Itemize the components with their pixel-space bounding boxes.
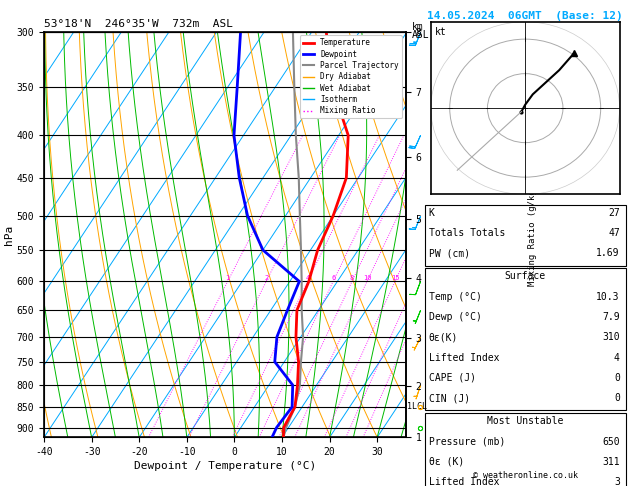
Text: 1.69: 1.69 — [596, 248, 620, 258]
Text: 47: 47 — [608, 228, 620, 238]
Text: ASL: ASL — [412, 30, 430, 40]
Text: 0: 0 — [614, 373, 620, 383]
Text: Surface: Surface — [504, 271, 546, 281]
Text: 6: 6 — [331, 276, 335, 281]
Text: km: km — [412, 22, 424, 32]
Text: 7.9: 7.9 — [602, 312, 620, 322]
Bar — [425, 268, 626, 411]
Text: 311: 311 — [602, 457, 620, 467]
Text: Temp (°C): Temp (°C) — [428, 292, 481, 302]
Legend: Temperature, Dewpoint, Parcel Trajectory, Dry Adiabat, Wet Adiabat, Isotherm, Mi: Temperature, Dewpoint, Parcel Trajectory… — [299, 35, 402, 118]
Text: Most Unstable: Most Unstable — [487, 417, 564, 426]
Text: CIN (J): CIN (J) — [428, 393, 470, 403]
Text: θε(K): θε(K) — [428, 332, 458, 342]
Text: 10.3: 10.3 — [596, 292, 620, 302]
Text: Totals Totals: Totals Totals — [428, 228, 505, 238]
Text: CAPE (J): CAPE (J) — [428, 373, 476, 383]
Text: 2: 2 — [264, 276, 269, 281]
Text: PW (cm): PW (cm) — [428, 248, 470, 258]
Bar — [425, 205, 626, 265]
Text: θε (K): θε (K) — [428, 457, 464, 467]
Text: 14.05.2024  06GMT  (Base: 12): 14.05.2024 06GMT (Base: 12) — [427, 11, 623, 21]
Text: 650: 650 — [602, 436, 620, 447]
X-axis label: Dewpoint / Temperature (°C): Dewpoint / Temperature (°C) — [134, 461, 316, 471]
Text: kt: kt — [435, 27, 447, 37]
Text: 15: 15 — [391, 276, 399, 281]
Text: Mixing Ratio (g/kg): Mixing Ratio (g/kg) — [528, 183, 537, 286]
Text: 53°18'N  246°35'W  732m  ASL: 53°18'N 246°35'W 732m ASL — [44, 19, 233, 30]
Text: K: K — [428, 208, 435, 218]
Text: 1: 1 — [226, 276, 230, 281]
Text: 4: 4 — [614, 353, 620, 363]
Text: Lifted Index: Lifted Index — [428, 353, 499, 363]
Text: 27: 27 — [608, 208, 620, 218]
Text: 10: 10 — [363, 276, 371, 281]
Text: 310: 310 — [602, 332, 620, 342]
Text: 8: 8 — [350, 276, 354, 281]
Text: 4: 4 — [306, 276, 309, 281]
Text: © weatheronline.co.uk: © weatheronline.co.uk — [473, 471, 577, 480]
Text: Lifted Index: Lifted Index — [428, 477, 499, 486]
Bar — [425, 413, 626, 486]
Text: Dewp (°C): Dewp (°C) — [428, 312, 481, 322]
Text: 0: 0 — [614, 393, 620, 403]
Text: 1LCL: 1LCL — [407, 402, 427, 412]
Text: 3: 3 — [614, 477, 620, 486]
Y-axis label: hPa: hPa — [4, 225, 14, 244]
Text: Pressure (mb): Pressure (mb) — [428, 436, 505, 447]
